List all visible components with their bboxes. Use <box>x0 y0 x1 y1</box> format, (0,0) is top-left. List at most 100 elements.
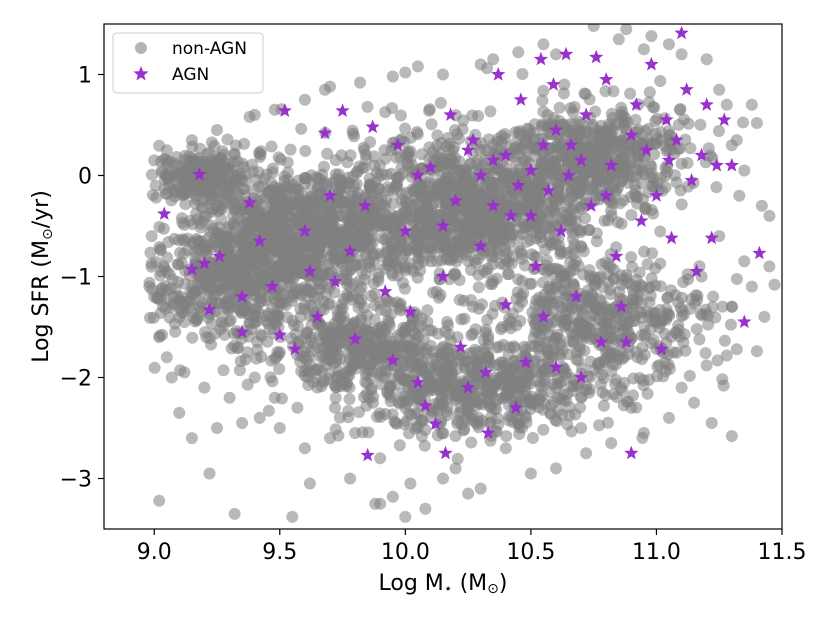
non-agn-point <box>425 403 438 416</box>
non-agn-point <box>228 339 241 352</box>
non-agn-point <box>198 381 211 394</box>
non-agn-point <box>273 232 286 245</box>
non-agn-point <box>593 419 606 432</box>
non-agn-point <box>368 313 381 326</box>
non-agn-point <box>610 391 623 403</box>
non-agn-point <box>651 176 664 189</box>
non-agn-point <box>168 157 181 170</box>
non-agn-point <box>360 188 373 201</box>
non-agn-point <box>367 396 379 409</box>
non-agn-point <box>518 340 531 353</box>
non-agn-point <box>522 189 535 202</box>
non-agn-point <box>450 228 463 241</box>
non-agn-point <box>236 417 249 429</box>
non-agn-point <box>542 343 555 356</box>
non-agn-point <box>537 84 550 97</box>
non-agn-point <box>386 102 398 114</box>
non-agn-point <box>148 154 161 167</box>
non-agn-point <box>615 134 628 147</box>
non-agn-point <box>560 366 573 379</box>
non-agn-point <box>506 199 519 212</box>
non-agn-point <box>492 392 505 405</box>
non-agn-point <box>596 368 608 381</box>
non-agn-point <box>279 299 292 312</box>
non-agn-point <box>205 282 218 295</box>
non-agn-point <box>700 359 713 372</box>
non-agn-point <box>658 327 671 340</box>
non-agn-point <box>683 369 696 382</box>
non-agn-point <box>537 105 550 118</box>
non-agn-point <box>691 289 704 302</box>
non-agn-point <box>600 127 613 139</box>
non-agn-point <box>401 350 414 362</box>
non-agn-point <box>768 278 781 291</box>
non-agn-point <box>434 96 447 109</box>
non-agn-point <box>266 265 279 278</box>
non-agn-point <box>533 392 546 405</box>
non-agn-point <box>545 175 558 188</box>
non-agn-point <box>343 352 356 365</box>
non-agn-point <box>396 396 409 408</box>
non-agn-point <box>553 101 566 114</box>
non-agn-point <box>474 58 487 71</box>
x-tick-label: 11.0 <box>632 540 681 565</box>
agn-point <box>724 157 739 172</box>
non-agn-point <box>387 197 400 210</box>
non-agn-point <box>349 427 362 439</box>
non-agn-point <box>264 213 277 226</box>
non-agn-point <box>750 117 763 129</box>
non-agn-point <box>228 283 241 296</box>
non-agn-point <box>733 189 746 202</box>
non-agn-point <box>569 328 582 341</box>
non-agn-point <box>287 240 300 253</box>
non-agn-point <box>363 337 375 350</box>
non-agn-point <box>625 209 638 221</box>
non-agn-point <box>556 408 568 421</box>
non-agn-point <box>626 171 639 184</box>
non-agn-point <box>331 310 344 323</box>
non-agn-point <box>486 246 499 258</box>
agn-point <box>335 103 350 117</box>
non-agn-point <box>298 281 311 294</box>
non-agn-point <box>208 140 221 152</box>
non-agn-point <box>420 189 433 202</box>
non-agn-point <box>758 310 771 323</box>
non-agn-point <box>405 409 418 421</box>
non-agn-point <box>341 156 354 169</box>
non-agn-point <box>437 68 449 81</box>
non-agn-point <box>472 110 485 122</box>
non-agn-point <box>490 341 503 354</box>
non-agn-point <box>487 53 500 66</box>
legend-non-agn-marker <box>135 42 147 54</box>
non-agn-point <box>484 187 497 200</box>
non-agn-point <box>568 263 580 276</box>
non-agn-point <box>237 235 250 247</box>
non-agn-point <box>239 353 252 366</box>
non-agn-point <box>324 432 336 445</box>
non-agn-point <box>402 159 415 172</box>
non-agn-point <box>604 332 617 344</box>
non-agn-point <box>357 141 370 154</box>
non-agn-point <box>489 377 502 390</box>
non-agn-point <box>371 194 384 206</box>
non-agn-point <box>195 185 208 198</box>
non-agn-point <box>498 359 511 372</box>
non-agn-point <box>432 327 444 340</box>
non-agn-point <box>399 510 412 523</box>
non-agn-point <box>337 177 350 190</box>
non-agn-point <box>144 311 156 324</box>
non-agn-point <box>547 396 560 408</box>
non-agn-point <box>169 325 182 338</box>
non-agn-point <box>581 126 593 139</box>
non-agn-point <box>451 128 464 141</box>
non-agn-point <box>651 370 663 383</box>
non-agn-point <box>562 194 575 207</box>
non-agn-point <box>343 393 356 406</box>
non-agn-point <box>521 131 534 144</box>
legend-non-agn-label: non-AGN <box>172 39 247 59</box>
non-agn-point <box>625 251 638 264</box>
non-agn-point <box>507 374 520 387</box>
non-agn-point <box>693 333 706 346</box>
non-agn-point <box>577 198 590 211</box>
